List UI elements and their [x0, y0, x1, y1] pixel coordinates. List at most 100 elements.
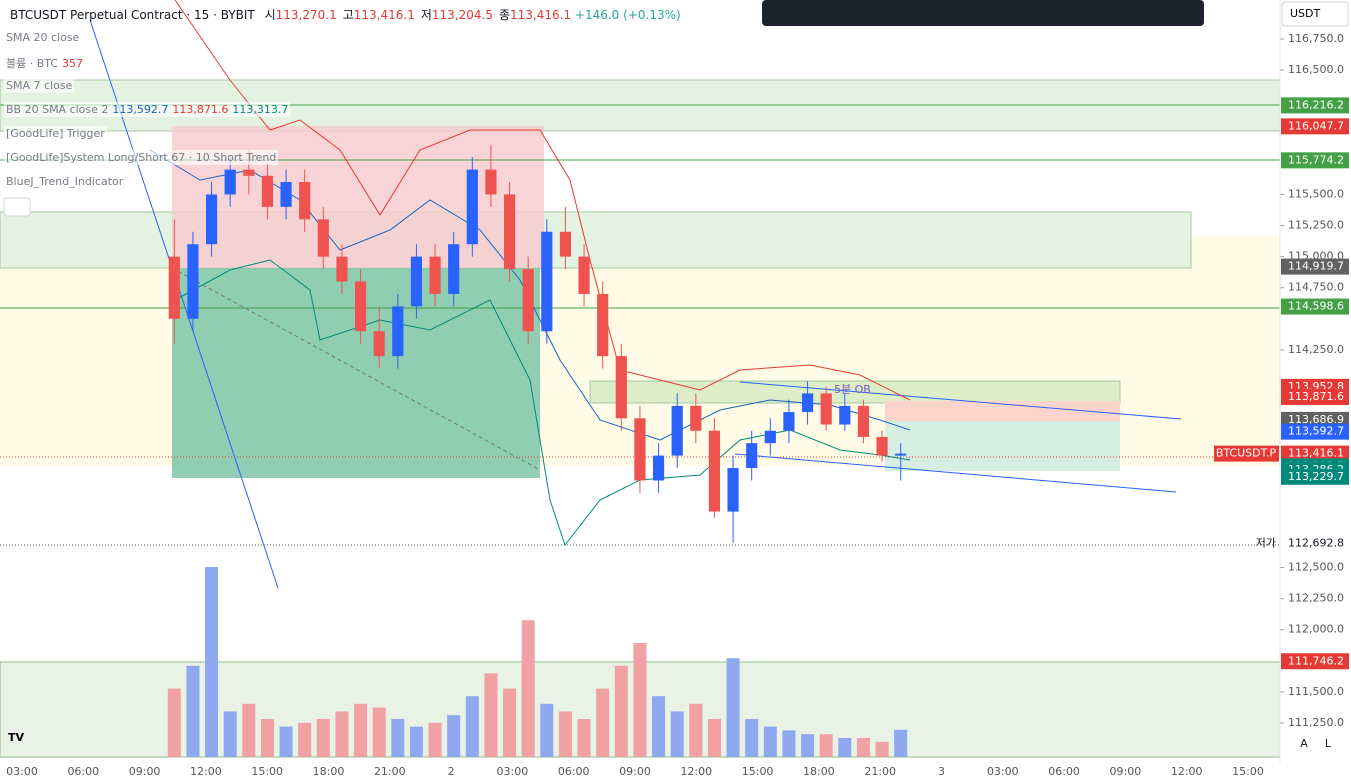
candle-body	[280, 182, 292, 207]
y-tick-label: 114,750.0	[1288, 281, 1344, 294]
indicator-name: SMA 7 close	[6, 79, 73, 92]
price-tag	[1281, 653, 1349, 670]
price-tag-label: 113,871.6	[1288, 390, 1344, 403]
zone	[885, 421, 1120, 471]
volume-bar	[391, 719, 405, 757]
ohlc-value: 113,416.1	[510, 8, 572, 22]
volume-bar	[540, 703, 554, 757]
x-tick-label: 09:00	[129, 765, 161, 778]
indicator: SMA 20 close	[4, 30, 82, 45]
x-tick-label: 03:00	[987, 765, 1019, 778]
price-tag-label: 111,746.2	[1288, 654, 1344, 667]
indicator: BlueJ_Trend_Indicator	[4, 174, 126, 189]
candle-body	[746, 443, 758, 469]
price-tag-label: 116,216.2	[1288, 98, 1344, 111]
price-tag	[1281, 97, 1349, 114]
y-tick-label: 116,750.0	[1288, 32, 1344, 45]
ohlc-label: 종	[498, 8, 510, 22]
candle-body	[410, 256, 423, 307]
ohlc-value: 113,416.1	[353, 8, 415, 22]
volume-bar	[260, 719, 274, 757]
symbol-tag	[1214, 445, 1279, 462]
volume-bar	[689, 703, 703, 757]
scale-button[interactable]	[1294, 734, 1314, 752]
y-tick-label: 112,250.0	[1288, 592, 1344, 605]
candle-body	[243, 169, 255, 176]
volume-bar	[633, 643, 647, 757]
toolbar[interactable]	[762, 0, 1204, 26]
x-tick-label: 21:00	[864, 765, 896, 778]
x-tick-label: 09:00	[619, 765, 651, 778]
volume-bar	[521, 620, 535, 757]
scale-button[interactable]	[1318, 734, 1338, 752]
symbol: BTCUSDT Perpetual Contract · 15 · BYBIT …	[10, 6, 681, 23]
price-tag-name: 저가	[1256, 537, 1276, 550]
y-tick-label: 115,250.0	[1288, 219, 1344, 232]
indicator-name: [GoodLife] Trigger	[6, 127, 105, 140]
candle-body	[373, 331, 385, 357]
indicator: SMA 7 close	[4, 78, 75, 93]
candle-body	[522, 269, 534, 332]
indicator: 볼륨 · BTC 357	[4, 54, 86, 72]
volume-bar	[652, 696, 666, 757]
price-tag	[1281, 258, 1349, 275]
volume-bar	[484, 673, 498, 757]
x-tick-label: 06:00	[1048, 765, 1080, 778]
indicator-name: 볼륨 · BTC	[6, 57, 59, 70]
ohlc-label: 시	[264, 8, 276, 22]
volume-bar	[875, 741, 889, 757]
candle-body	[615, 356, 627, 419]
volume-bar	[670, 711, 684, 757]
symbol-name: BTCUSDT Perpetual Contract · 15 · BYBIT	[10, 8, 255, 22]
short-zone	[172, 126, 544, 268]
volume-bar	[186, 665, 200, 757]
x-tick-label: 12:00	[680, 765, 712, 778]
volume-bar	[447, 715, 461, 757]
price-tag	[1281, 388, 1349, 405]
volume-bar	[205, 567, 219, 757]
volume-bar	[596, 688, 610, 757]
volume-bar	[819, 734, 833, 757]
currency: USDT	[1290, 7, 1321, 20]
volume-bar	[316, 719, 330, 757]
indicator-value: 113,313.7	[232, 103, 289, 116]
y-tick-label: 116,500.0	[1288, 63, 1344, 76]
candle-body	[429, 256, 441, 294]
ohlc-label: 저	[420, 8, 432, 22]
candle-body	[895, 453, 907, 456]
volume-bar	[726, 658, 740, 757]
y-tick-label: 111,250.0	[1288, 716, 1344, 729]
time-axis	[0, 762, 1280, 784]
candle-body	[448, 244, 460, 294]
x-tick-label: 18:00	[803, 765, 835, 778]
price-tag	[1281, 468, 1349, 485]
collapse-button[interactable]	[3, 197, 31, 217]
price-tag	[1281, 423, 1349, 440]
scale-button-label: A	[1300, 737, 1308, 750]
ohlc: 시113,270.1 고113,416.1 저113,204.5 종113,416.1	[259, 8, 572, 22]
y-tick-label: 114,250.0	[1288, 343, 1344, 356]
candle-body	[876, 436, 888, 456]
price-tag	[1281, 298, 1349, 315]
indicator: [GoodLife]System Long/Short 67 · 10 Shor…	[4, 150, 279, 165]
volume-bar	[801, 734, 815, 757]
candle-body	[541, 231, 553, 332]
x-tick-label: 3	[938, 765, 945, 778]
candle-body	[727, 468, 739, 512]
y-tick-label: 112,000.0	[1288, 623, 1344, 636]
volume-bar	[354, 703, 368, 757]
x-tick-label: 09:00	[1110, 765, 1142, 778]
candle-body	[354, 281, 367, 332]
candle-body	[652, 455, 665, 481]
x-tick-label: 15:00	[1232, 765, 1264, 778]
price-tag-label: 113,229.7	[1288, 470, 1344, 483]
x-tick-label: 12:00	[190, 765, 222, 778]
x-tick-label: 03:00	[6, 765, 38, 778]
candle-body	[783, 412, 795, 431]
price-tag-label: 114,919.7	[1288, 260, 1344, 273]
candle-body	[205, 194, 218, 245]
price-tag-label: 113,416.1	[1288, 447, 1344, 460]
candle-body	[503, 194, 516, 270]
currency-select[interactable]	[1281, 1, 1349, 27]
